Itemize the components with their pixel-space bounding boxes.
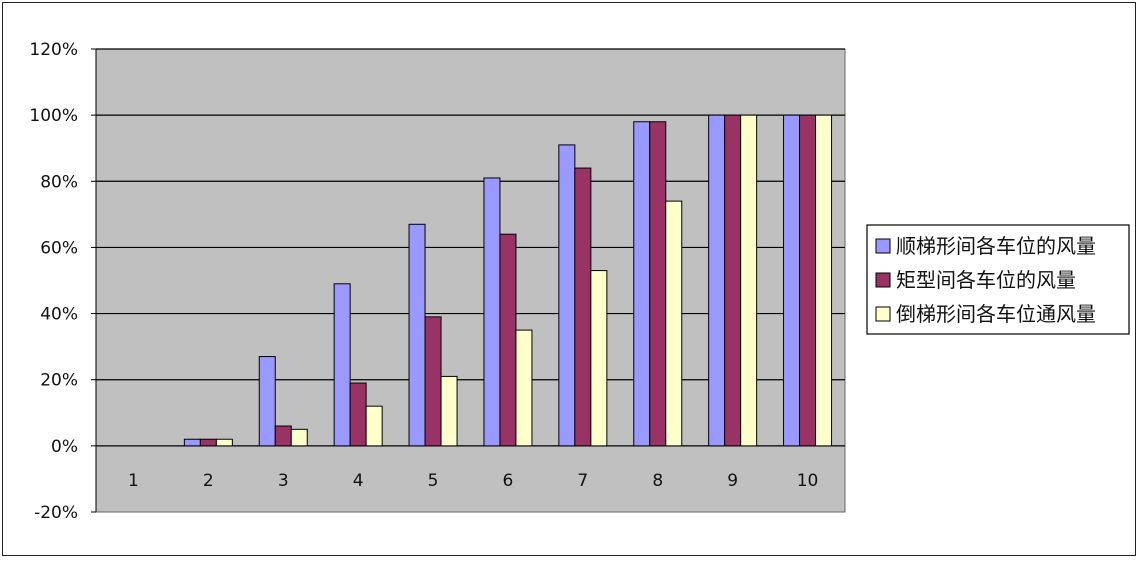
- legend-box: [866, 224, 1130, 335]
- bar-chart: -20% 0% 20% 40% 60% 80% 100% 120% 1 2 3 4 5 6 7 8 9 10 顺…: [29, 40, 1130, 523]
- y-tick-label: 0%: [51, 437, 78, 457]
- bar: [558, 144, 576, 447]
- bars: [183, 114, 833, 447]
- bar: [215, 438, 233, 447]
- y-tick-label: 40%: [40, 305, 78, 325]
- bar: [483, 177, 501, 447]
- bar: [799, 114, 817, 447]
- bar: [274, 425, 292, 447]
- bar: [349, 382, 367, 447]
- legend-swatch: [875, 306, 891, 322]
- x-tick-label: 10: [797, 471, 819, 491]
- bar: [408, 223, 426, 447]
- bar: [258, 356, 276, 447]
- bar: [499, 233, 517, 447]
- bar: [724, 114, 742, 447]
- legend-swatch: [875, 272, 891, 288]
- x-tick-label: 1: [128, 471, 139, 491]
- y-tick-label: 80%: [40, 172, 78, 192]
- x-tick-label: 5: [428, 471, 439, 491]
- x-tick-label: 6: [503, 471, 514, 491]
- bar: [183, 438, 201, 447]
- x-tick-label: 2: [203, 471, 214, 491]
- y-tick-label: 60%: [40, 238, 78, 258]
- bar: [815, 114, 833, 447]
- x-tick-label: 8: [652, 471, 663, 491]
- bar: [665, 200, 683, 447]
- x-tick-label: 3: [278, 471, 289, 491]
- bar: [740, 114, 758, 447]
- bar: [649, 121, 667, 447]
- bar: [290, 428, 308, 447]
- bar: [440, 375, 458, 447]
- bar: [574, 167, 592, 447]
- bar: [590, 270, 608, 447]
- y-tick-label: 100%: [29, 106, 78, 126]
- bar: [333, 283, 351, 447]
- x-tick-label: 4: [353, 471, 364, 491]
- legend-swatch: [875, 238, 891, 254]
- bar: [708, 114, 726, 447]
- y-tick-label: -20%: [34, 503, 78, 523]
- x-tick-label: 9: [727, 471, 738, 491]
- legend-label: 顺梯形间各车位的风量: [896, 234, 1096, 258]
- bar: [515, 329, 533, 447]
- bar: [424, 316, 442, 447]
- x-tick-label: 7: [577, 471, 588, 491]
- y-axis-ticks: -20% 0% 20% 40% 60% 80% 100% 120%: [29, 40, 97, 523]
- bar: [633, 121, 651, 447]
- y-tick-label: 120%: [29, 40, 78, 60]
- x-axis-ticks: 1 2 3 4 5 6 7 8 9 10: [128, 471, 818, 491]
- y-tick-label: 20%: [40, 371, 78, 391]
- legend-label: 矩型间各车位的风量: [896, 268, 1076, 292]
- legend-label: 倒梯形间各车位通风量: [896, 302, 1096, 326]
- bar: [199, 438, 217, 447]
- bar: [783, 114, 801, 447]
- bar: [365, 405, 383, 447]
